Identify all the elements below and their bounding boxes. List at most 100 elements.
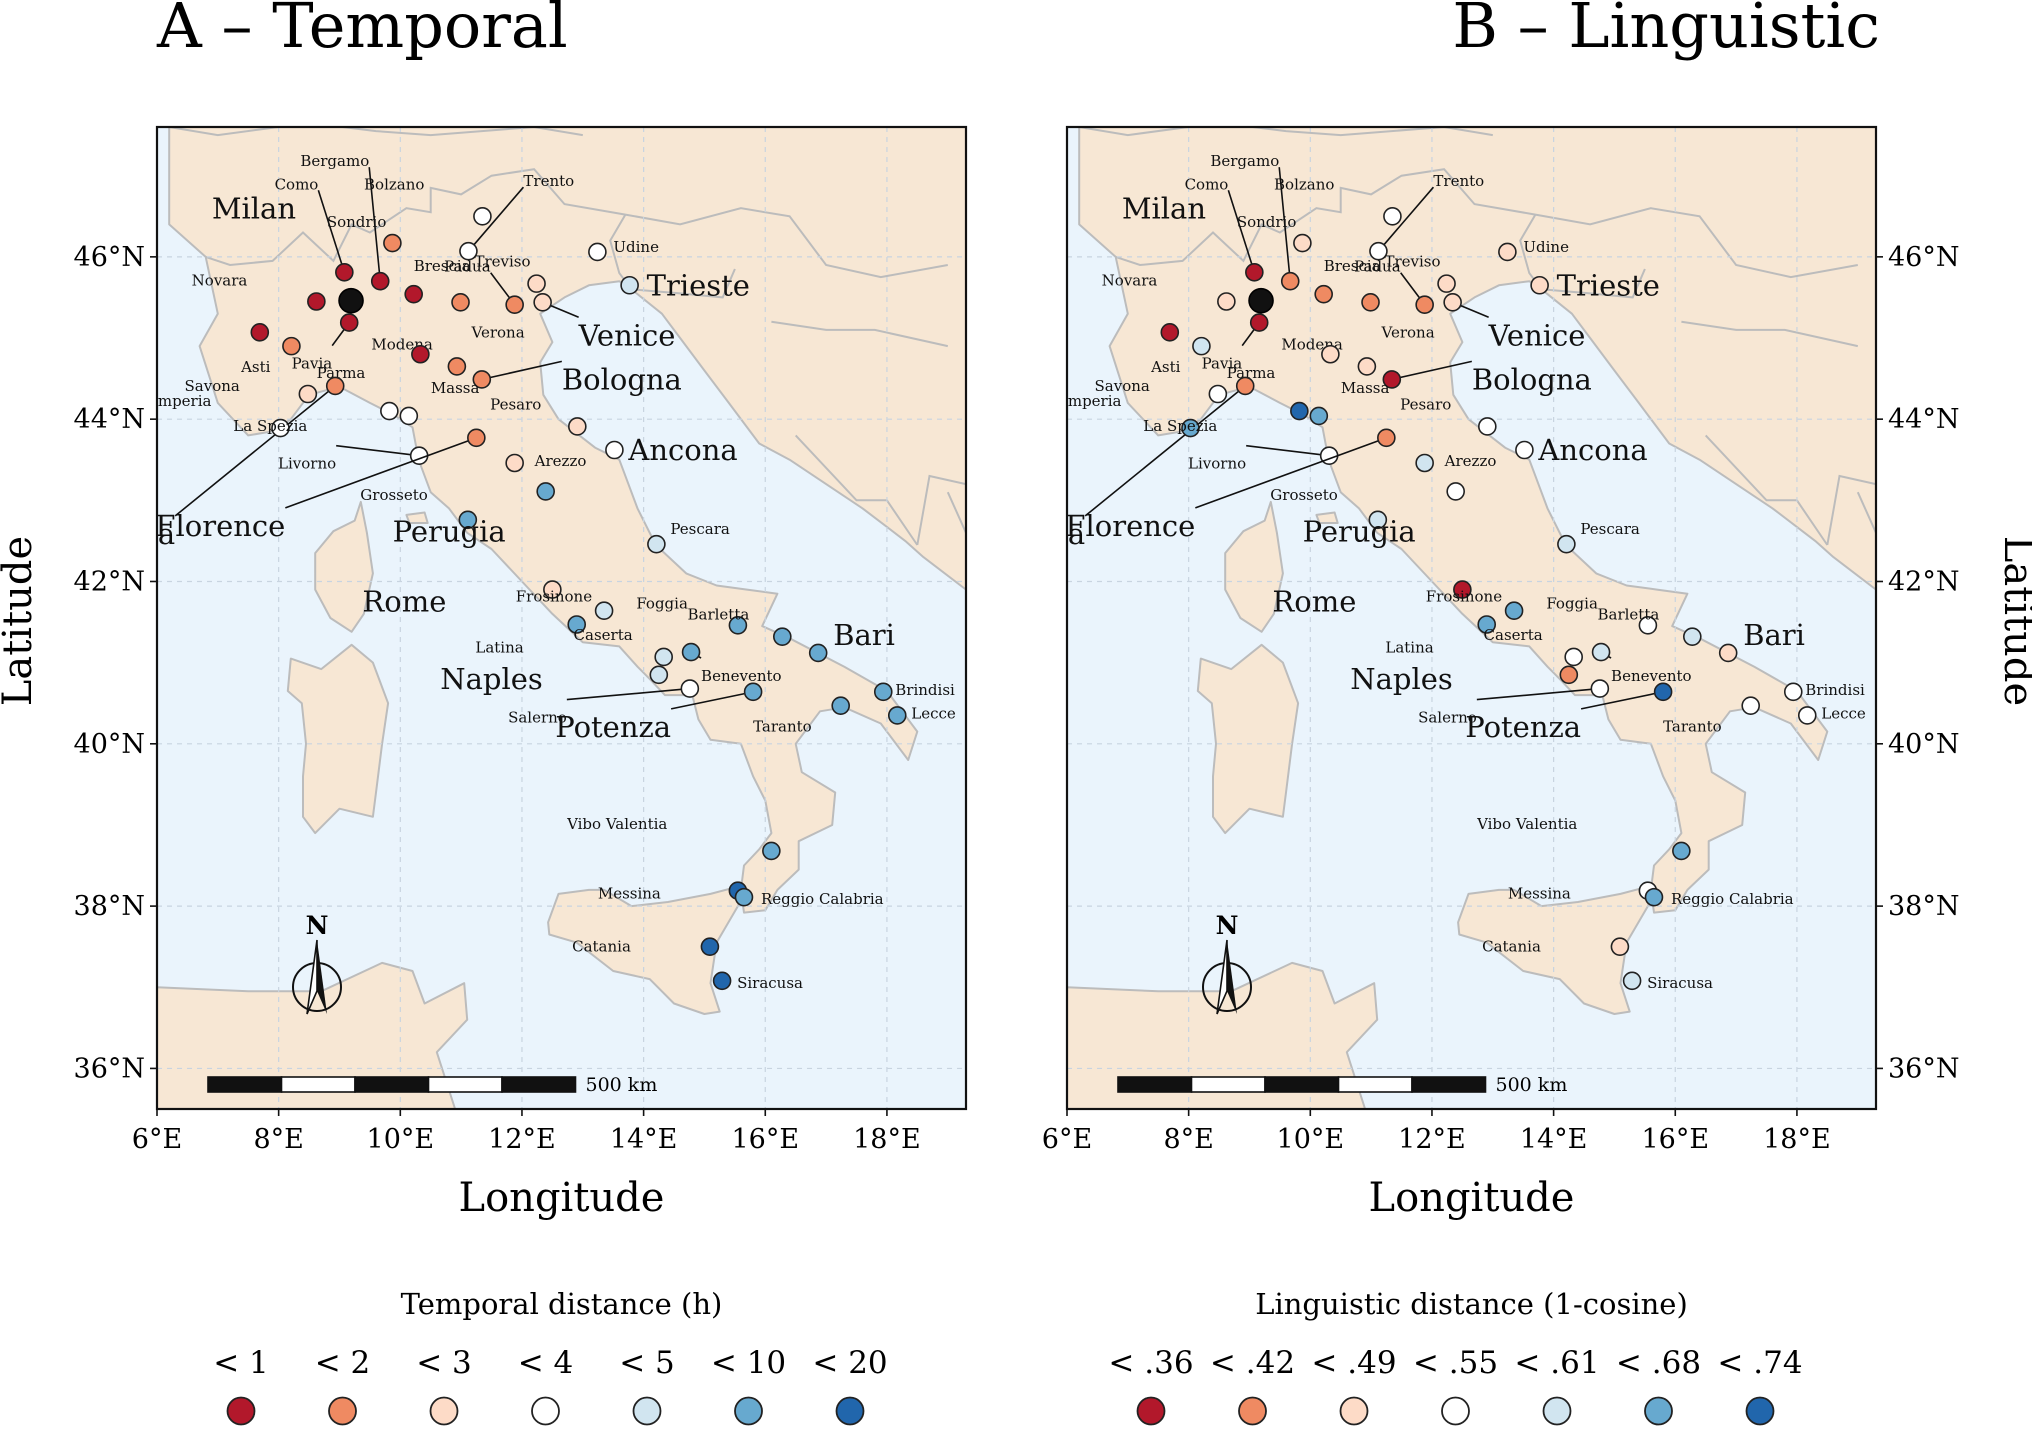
land-corsica [1224,500,1284,633]
legend-swatch [1238,1396,1267,1426]
country-border [1535,207,1858,279]
city-label-parma: Parma [1227,364,1276,382]
x-tick-label: 16°E [1641,1124,1709,1155]
city-label-potenza: Potenza [555,710,671,744]
legend-swatch [1644,1396,1673,1426]
x-tick-label: 14°E [1520,1124,1588,1155]
city-marker-salerno [1590,679,1610,698]
city-marker-savona [1208,384,1228,404]
country-border [916,474,966,546]
city-marker-latina [1477,615,1497,634]
city-label-catania: Catania [572,938,631,956]
city-marker-ancona [605,440,624,460]
label-leader [670,691,754,710]
city-label-bologna: Bologna [1472,362,1592,396]
city-label-latina: Latina [1385,638,1433,656]
scale-bar-label: 500 km [586,1074,658,1096]
city-label-brescia: Brescia [414,257,471,275]
city-marker-trieste [620,275,639,295]
city-marker-reggio-calabria [1644,887,1664,907]
city-marker-padua [505,295,524,315]
label-leader [566,687,690,701]
city-marker-parma [411,344,430,364]
label-leader [481,360,562,381]
city-label-pesaro: Pesaro [1400,395,1451,413]
city-marker-barletta [1683,627,1702,646]
city-marker-imperia [1181,418,1200,438]
label-leader [368,167,382,282]
scale-segment [1411,1076,1487,1093]
city-label-taranto: Taranto [753,718,812,736]
city-marker-lecce [1797,706,1817,725]
scale-segment [1264,1076,1340,1093]
map-frame [155,125,968,1111]
label-leader [1580,691,1664,710]
city-label-venice: Venice [1488,318,1586,352]
city-label-asti: Asti [240,358,271,376]
legend-swatch [734,1396,763,1426]
x-axis-title: Longitude [459,1175,665,1221]
x-tick-label: 14°E [610,1124,678,1155]
city-label-frosinone: Frosinone [1426,588,1502,606]
city-label-foggia: Foggia [1546,594,1598,612]
city-label-como: Como [1185,175,1229,193]
country-border [946,491,966,534]
city-label-novara: Novara [1102,271,1158,289]
city-marker-genoa [325,376,345,396]
label-leader [1476,687,1600,701]
scale-segment [1190,1076,1266,1093]
city-marker-naples [1559,665,1579,685]
label-leader [1084,385,1246,517]
y-tick-label: 40°N [74,729,145,760]
y-axis-title: Latitude [0,536,41,706]
city-label-naples: Naples [440,662,543,696]
city-marker-bologna [472,370,492,389]
scale-bar: 500 km [207,1074,658,1096]
city-label-massa: Massa [431,379,480,397]
scale-segment [501,1076,577,1093]
city-label-benevento: Benevento [701,667,782,685]
y-tick-label: 38°N [1888,891,1959,922]
y-tick-label: 42°N [74,566,145,597]
legend-label: < 4 [518,1345,574,1381]
country-border [169,127,583,137]
arrow-dark-half [1227,940,1237,1014]
city-marker-pescara [1557,534,1576,554]
legend-swatch [1745,1396,1775,1426]
city-marker-bergamo [370,271,390,291]
city-marker-savona [298,384,318,404]
city-label-pavia: Pavia [1202,355,1243,373]
city-marker-potenza [1653,682,1673,702]
city-label-genoa: Genoa [81,517,175,551]
arrow-light-half [1216,939,1228,1015]
city-marker-como [335,262,354,282]
x-tick-label: 16°E [731,1124,799,1155]
city-label-arezzo: Arezzo [534,452,587,470]
label-leader [1246,444,1330,457]
country-border [625,207,948,279]
city-label-novara: Novara [192,271,248,289]
y-tick-label: 42°N [1888,566,1959,597]
scale-segment [280,1076,356,1093]
country-border [1856,491,1876,534]
city-label-genoa: Genoa [991,517,1085,551]
city-label-siracusa: Siracusa [737,974,803,992]
y-tick-label: 44°N [74,404,145,435]
y-tick-label: 36°N [74,1053,145,1084]
city-label-imperia: Imperia [152,392,212,410]
city-label-savona: Savona [185,377,240,395]
city-label-la-spezia: La Spezia [1143,417,1217,435]
city-marker-naples [649,665,669,685]
legend-swatch [429,1396,459,1426]
city-label-bari: Bari [1743,618,1805,652]
city-label-bolzano: Bolzano [364,175,424,193]
city-label-padua: Padua [1354,258,1401,276]
city-marker-sondrio [383,233,402,253]
country-border [771,320,949,348]
city-marker-brindisi [1783,682,1803,702]
city-label-milan: Milan [212,192,296,226]
city-marker-milan [1248,287,1274,314]
